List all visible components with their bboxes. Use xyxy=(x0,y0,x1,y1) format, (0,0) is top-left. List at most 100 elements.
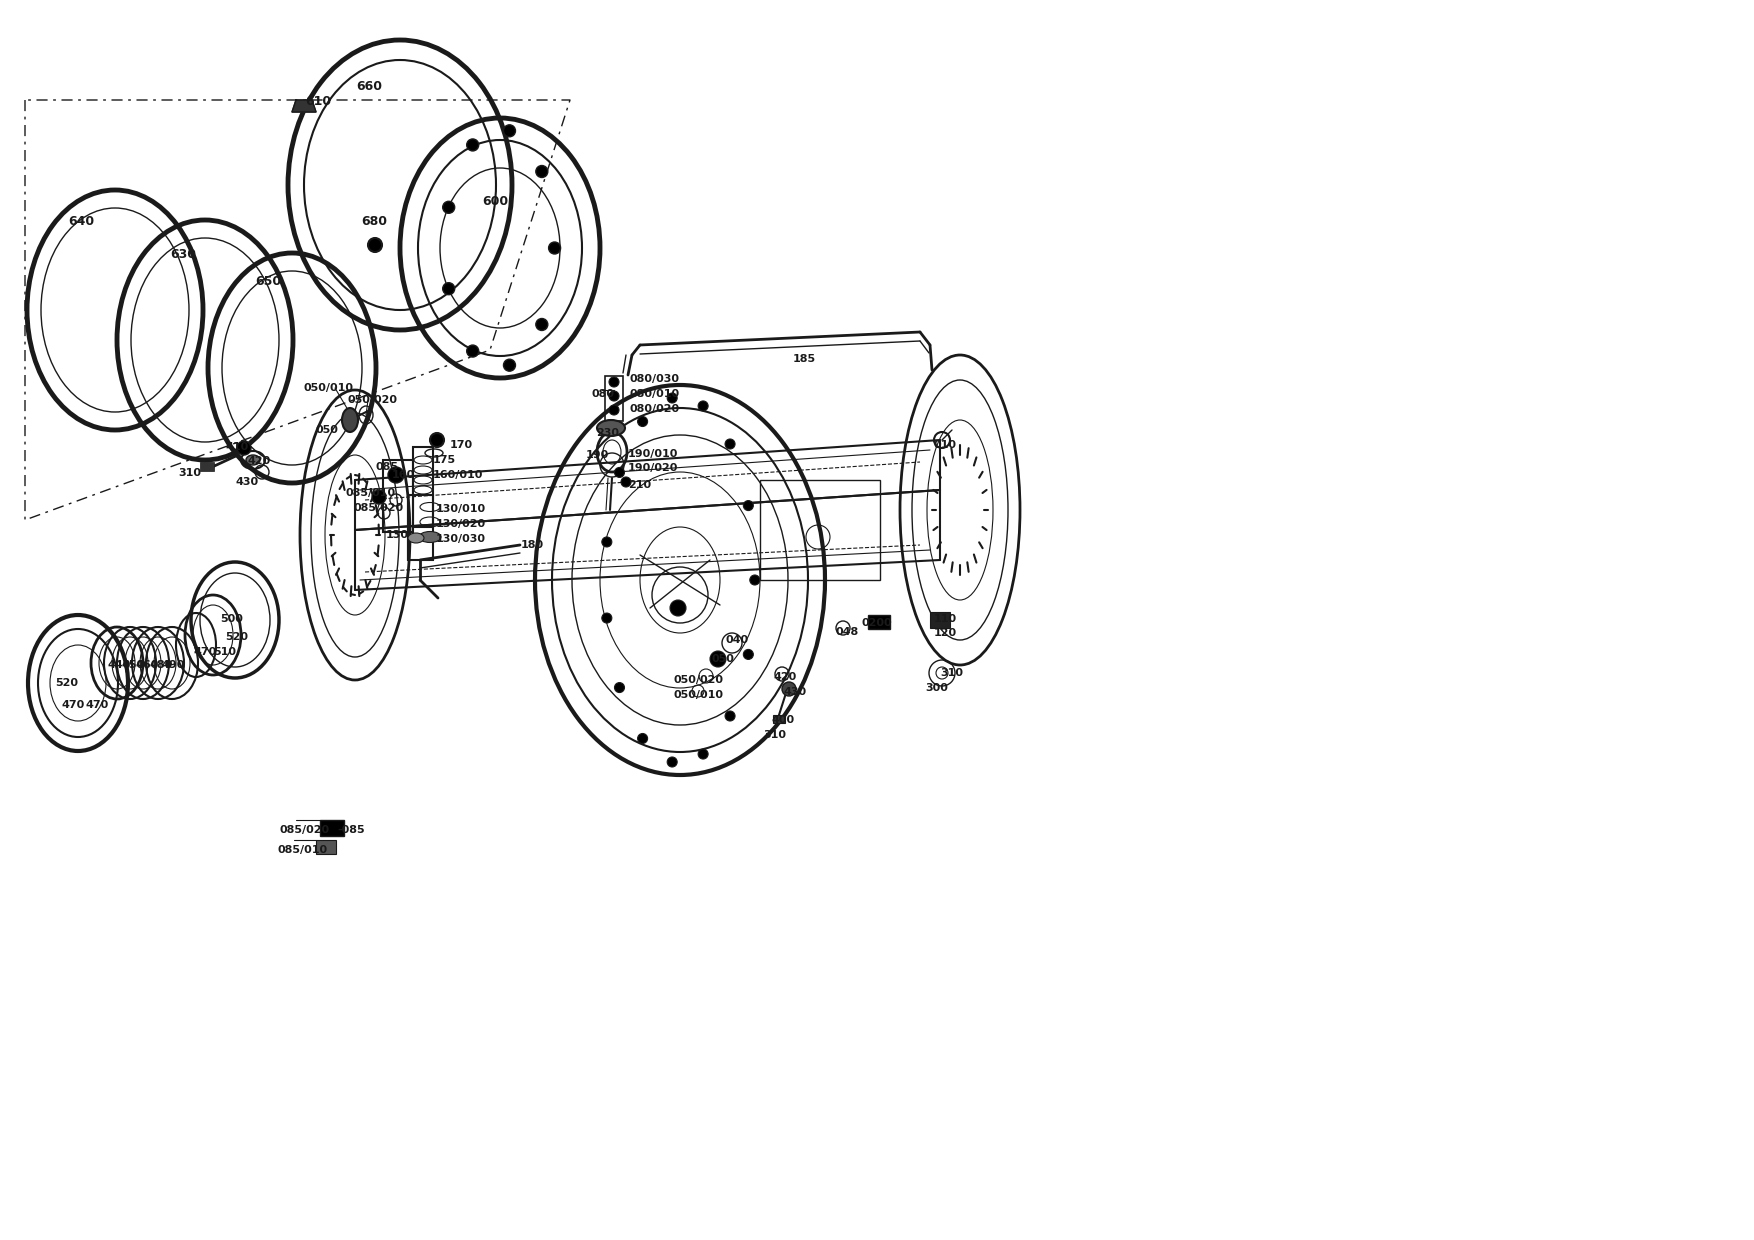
Text: 130/030: 130/030 xyxy=(437,534,486,544)
Circle shape xyxy=(503,360,516,371)
Bar xyxy=(409,495,433,560)
Bar xyxy=(605,376,623,422)
Circle shape xyxy=(430,433,444,446)
Text: 085/020: 085/020 xyxy=(353,503,403,513)
Text: 085/010: 085/010 xyxy=(346,489,395,498)
Text: 230: 230 xyxy=(596,428,619,438)
Text: 130/010: 130/010 xyxy=(437,503,486,515)
Text: 050/020: 050/020 xyxy=(347,396,396,405)
Text: 160: 160 xyxy=(391,470,416,480)
Text: 430: 430 xyxy=(235,477,258,487)
Circle shape xyxy=(388,467,403,484)
Text: 310: 310 xyxy=(763,730,786,740)
Text: 470: 470 xyxy=(86,701,109,711)
Circle shape xyxy=(535,319,547,331)
Text: 310: 310 xyxy=(940,668,963,678)
Circle shape xyxy=(535,165,547,177)
Circle shape xyxy=(698,401,709,410)
Text: 450: 450 xyxy=(123,660,146,670)
Text: -085: -085 xyxy=(337,825,365,835)
Text: 460: 460 xyxy=(135,660,158,670)
Bar xyxy=(382,460,412,532)
Circle shape xyxy=(237,441,251,455)
Text: 0200: 0200 xyxy=(861,618,893,627)
Text: 640: 640 xyxy=(68,215,95,228)
Text: 050/010: 050/010 xyxy=(674,689,724,701)
Circle shape xyxy=(467,139,479,151)
Circle shape xyxy=(667,756,677,768)
Text: 520: 520 xyxy=(54,678,77,688)
Text: 190: 190 xyxy=(586,450,609,460)
Circle shape xyxy=(609,377,619,387)
Text: 310: 310 xyxy=(177,467,202,477)
Text: 180: 180 xyxy=(521,539,544,551)
Text: 010: 010 xyxy=(933,440,956,450)
Bar xyxy=(774,715,786,723)
Circle shape xyxy=(614,682,624,693)
Text: 600: 600 xyxy=(482,195,509,208)
Circle shape xyxy=(744,650,752,660)
Bar xyxy=(316,839,337,854)
Circle shape xyxy=(503,125,516,136)
Text: 110: 110 xyxy=(933,614,958,624)
Text: 085/010: 085/010 xyxy=(277,844,328,856)
Circle shape xyxy=(724,711,735,720)
Bar xyxy=(412,446,433,527)
Circle shape xyxy=(609,391,619,401)
Text: 520: 520 xyxy=(225,632,247,642)
Text: 050/020: 050/020 xyxy=(674,675,724,684)
Ellipse shape xyxy=(246,455,260,465)
Bar xyxy=(930,613,951,627)
Text: 085: 085 xyxy=(375,463,398,472)
Circle shape xyxy=(710,651,726,667)
Text: 490: 490 xyxy=(161,660,186,670)
Text: 080/020: 080/020 xyxy=(630,404,681,414)
Text: 170: 170 xyxy=(451,440,474,450)
Text: 430: 430 xyxy=(782,687,807,697)
Text: 050: 050 xyxy=(316,425,339,435)
Text: 175: 175 xyxy=(433,455,456,465)
Circle shape xyxy=(621,477,631,487)
Bar xyxy=(319,820,344,836)
Circle shape xyxy=(724,439,735,449)
Text: 185: 185 xyxy=(793,353,816,365)
Text: 650: 650 xyxy=(254,275,281,288)
Text: 190/010: 190/010 xyxy=(628,449,679,459)
Text: 410: 410 xyxy=(225,441,249,453)
Text: 660: 660 xyxy=(356,81,382,93)
Circle shape xyxy=(602,613,612,622)
Ellipse shape xyxy=(409,533,424,543)
Text: 120: 120 xyxy=(933,627,958,639)
Circle shape xyxy=(609,405,619,415)
Circle shape xyxy=(749,575,759,585)
Text: 040: 040 xyxy=(726,635,749,645)
Bar xyxy=(868,615,889,629)
Text: 050: 050 xyxy=(710,653,733,663)
Ellipse shape xyxy=(596,420,624,436)
Text: 610: 610 xyxy=(305,95,332,108)
Circle shape xyxy=(667,393,677,403)
Text: 440: 440 xyxy=(107,660,130,670)
Ellipse shape xyxy=(342,408,358,432)
Circle shape xyxy=(614,467,624,477)
Text: 080/030: 080/030 xyxy=(630,374,681,384)
Text: 470: 470 xyxy=(195,647,217,657)
Text: 130: 130 xyxy=(386,529,409,539)
Text: 048: 048 xyxy=(835,627,858,637)
Bar xyxy=(200,463,214,471)
Text: 080/010: 080/010 xyxy=(630,389,681,399)
Text: 130/020: 130/020 xyxy=(437,520,486,529)
Text: 300: 300 xyxy=(924,683,947,693)
Polygon shape xyxy=(291,100,316,112)
Text: 210: 210 xyxy=(628,480,651,490)
Circle shape xyxy=(372,490,386,503)
Text: 510: 510 xyxy=(212,647,237,657)
Circle shape xyxy=(442,283,454,295)
Text: 470: 470 xyxy=(61,701,86,711)
Circle shape xyxy=(670,600,686,616)
Circle shape xyxy=(549,242,561,254)
Text: 680: 680 xyxy=(361,215,388,228)
Text: 400: 400 xyxy=(772,715,795,725)
Circle shape xyxy=(467,345,479,357)
Circle shape xyxy=(782,682,796,696)
